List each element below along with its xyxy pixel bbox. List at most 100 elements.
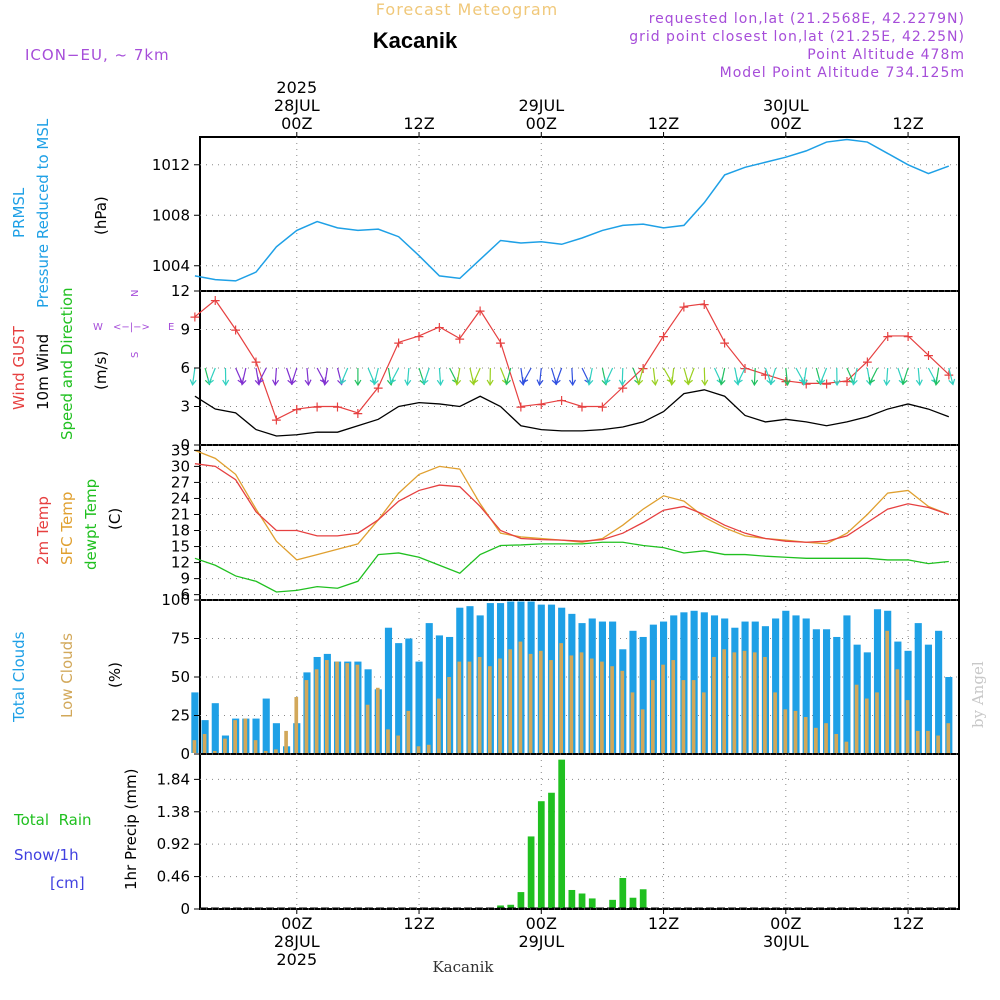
temp-tick-label: 21: [171, 505, 190, 523]
gust-marker: +: [943, 367, 955, 383]
pressure-line: [194, 138, 950, 282]
clouds-tick-label: 25: [171, 707, 190, 725]
total-cloud-bar: [272, 723, 280, 753]
time-label: 28JUL: [274, 932, 320, 951]
low-cloud-bar: [396, 735, 400, 753]
low-cloud-bar: [335, 661, 339, 753]
gust-marker: +: [230, 323, 242, 339]
gust-marker: +: [841, 374, 853, 390]
low-cloud-bar: [477, 656, 482, 753]
time-label: 12Z: [403, 114, 434, 133]
total-cloud-bar: [435, 635, 443, 753]
gust-marker: +: [474, 303, 486, 319]
gust-marker: +: [556, 393, 568, 409]
low-cloud-bar: [681, 680, 686, 753]
pressure-tick-label: 1004: [152, 257, 190, 275]
low-cloud-bar: [406, 710, 411, 753]
low-cloud-bar: [712, 656, 716, 753]
time-label: 2025: [276, 950, 317, 969]
gust-marker: +: [882, 329, 894, 345]
model-altitude: Model Point Altitude 734.125m: [720, 65, 965, 81]
wind-direction-arrow: [371, 367, 379, 386]
wind-direction-arrow: [404, 367, 412, 387]
total-cloud-bar: [802, 618, 810, 753]
low-cloud-bar: [345, 663, 350, 753]
time-label: 30JUL: [763, 932, 809, 951]
gust-marker: +: [454, 331, 466, 347]
rain-bar: [537, 801, 545, 908]
rain-bar: [639, 889, 647, 908]
low-cloud-bar: [212, 750, 217, 753]
low-cloud-bar: [630, 692, 635, 753]
wind-direction-arrow: [818, 367, 828, 385]
wind-direction-arrow: [736, 367, 746, 385]
total-cloud-bar: [792, 615, 800, 753]
time-label: 29JUL: [518, 96, 564, 115]
low-cloud-bar: [875, 692, 879, 753]
wind-direction-arrow: [800, 367, 808, 386]
wind-tick-label: 0: [180, 436, 190, 454]
low-cloud-bar: [671, 660, 676, 753]
total-cloud-bar: [843, 615, 851, 753]
time-label: 12Z: [648, 114, 679, 133]
total-cloud-bar: [700, 612, 708, 753]
low-cloud-bar: [701, 692, 706, 753]
low-cloud-bar: [223, 738, 227, 753]
wind-direction-arrow: [701, 367, 709, 387]
time-label: 00Z: [281, 114, 312, 133]
temp-tick-label: 18: [171, 522, 190, 540]
data-marks: ++++++ + + +++ ++++++ + + + +++++ +++ + + + + +++ +++: [189, 138, 959, 909]
total-cloud-bar: [425, 623, 433, 753]
wind-direction-arrow: [933, 367, 941, 386]
low-cloud-bar: [253, 740, 258, 753]
compass-north: N: [130, 290, 141, 297]
rain-bar: [517, 892, 525, 908]
wind-direction-arrow: [389, 367, 400, 385]
prmsl-label: PRMSL: [10, 187, 28, 238]
low-cloud-bar: [844, 741, 849, 753]
total-cloud-bar: [833, 636, 841, 753]
temp-tick-label: 12: [171, 554, 190, 572]
chart-title: Forecast Meteogram: [376, 0, 558, 19]
total-cloud-bar: [252, 718, 260, 753]
time-label: 28JUL: [274, 96, 320, 115]
wind-direction-arrow: [833, 367, 841, 387]
snow-label: Snow/1h: [14, 846, 79, 864]
wind-direction-arrow: [850, 367, 858, 386]
wind-direction-arrow: [486, 367, 494, 387]
temp2m-label: 2m Temp: [34, 496, 52, 565]
rain-bar: [527, 836, 535, 908]
ms-label: (m/s): [92, 351, 110, 390]
clouds-tick-label: 100: [161, 591, 190, 609]
rain-bar: [548, 792, 555, 908]
time-label: 00Z: [526, 914, 557, 933]
wind-direction-arrow: [618, 367, 626, 387]
low-cloud-bar: [864, 698, 869, 753]
total-cloud-bar: [945, 677, 953, 753]
precip-mm-label: 1hr Precip (mm): [122, 769, 140, 890]
low-cloud-bar: [773, 692, 777, 753]
time-label: 00Z: [526, 114, 557, 133]
low-cloud-bar: [793, 710, 798, 753]
wind-direction-arrow: [471, 367, 481, 385]
low-cloud-bar: [722, 649, 727, 753]
wind-direction-arrow: [289, 367, 298, 386]
wind-direction-arrow: [257, 367, 267, 385]
time-label: 2025: [276, 78, 317, 97]
low-cloud-bar: [763, 656, 767, 753]
wind-direction-arrow: [718, 367, 726, 386]
low-cloud-bar: [233, 720, 237, 753]
pressure-msl-label: Pressure Reduced to MSL: [34, 118, 52, 308]
pressure-axis-labels: PRMSL Pressure Reduced to MSL (hPa): [10, 118, 110, 308]
low-cloud-bar: [589, 658, 594, 753]
wind-tick-label: 3: [180, 398, 190, 416]
precip-panel: [199, 753, 960, 910]
wind-direction-arrow: [354, 368, 362, 387]
celsius-label: (C): [106, 508, 124, 530]
temp-axis-labels: 2m Temp SFC Temp dewpt Temp (C): [34, 479, 124, 570]
low-cloud-bar: [946, 723, 951, 753]
low-cloud-bar: [936, 735, 940, 753]
temp-tick-label: 33: [171, 441, 190, 459]
